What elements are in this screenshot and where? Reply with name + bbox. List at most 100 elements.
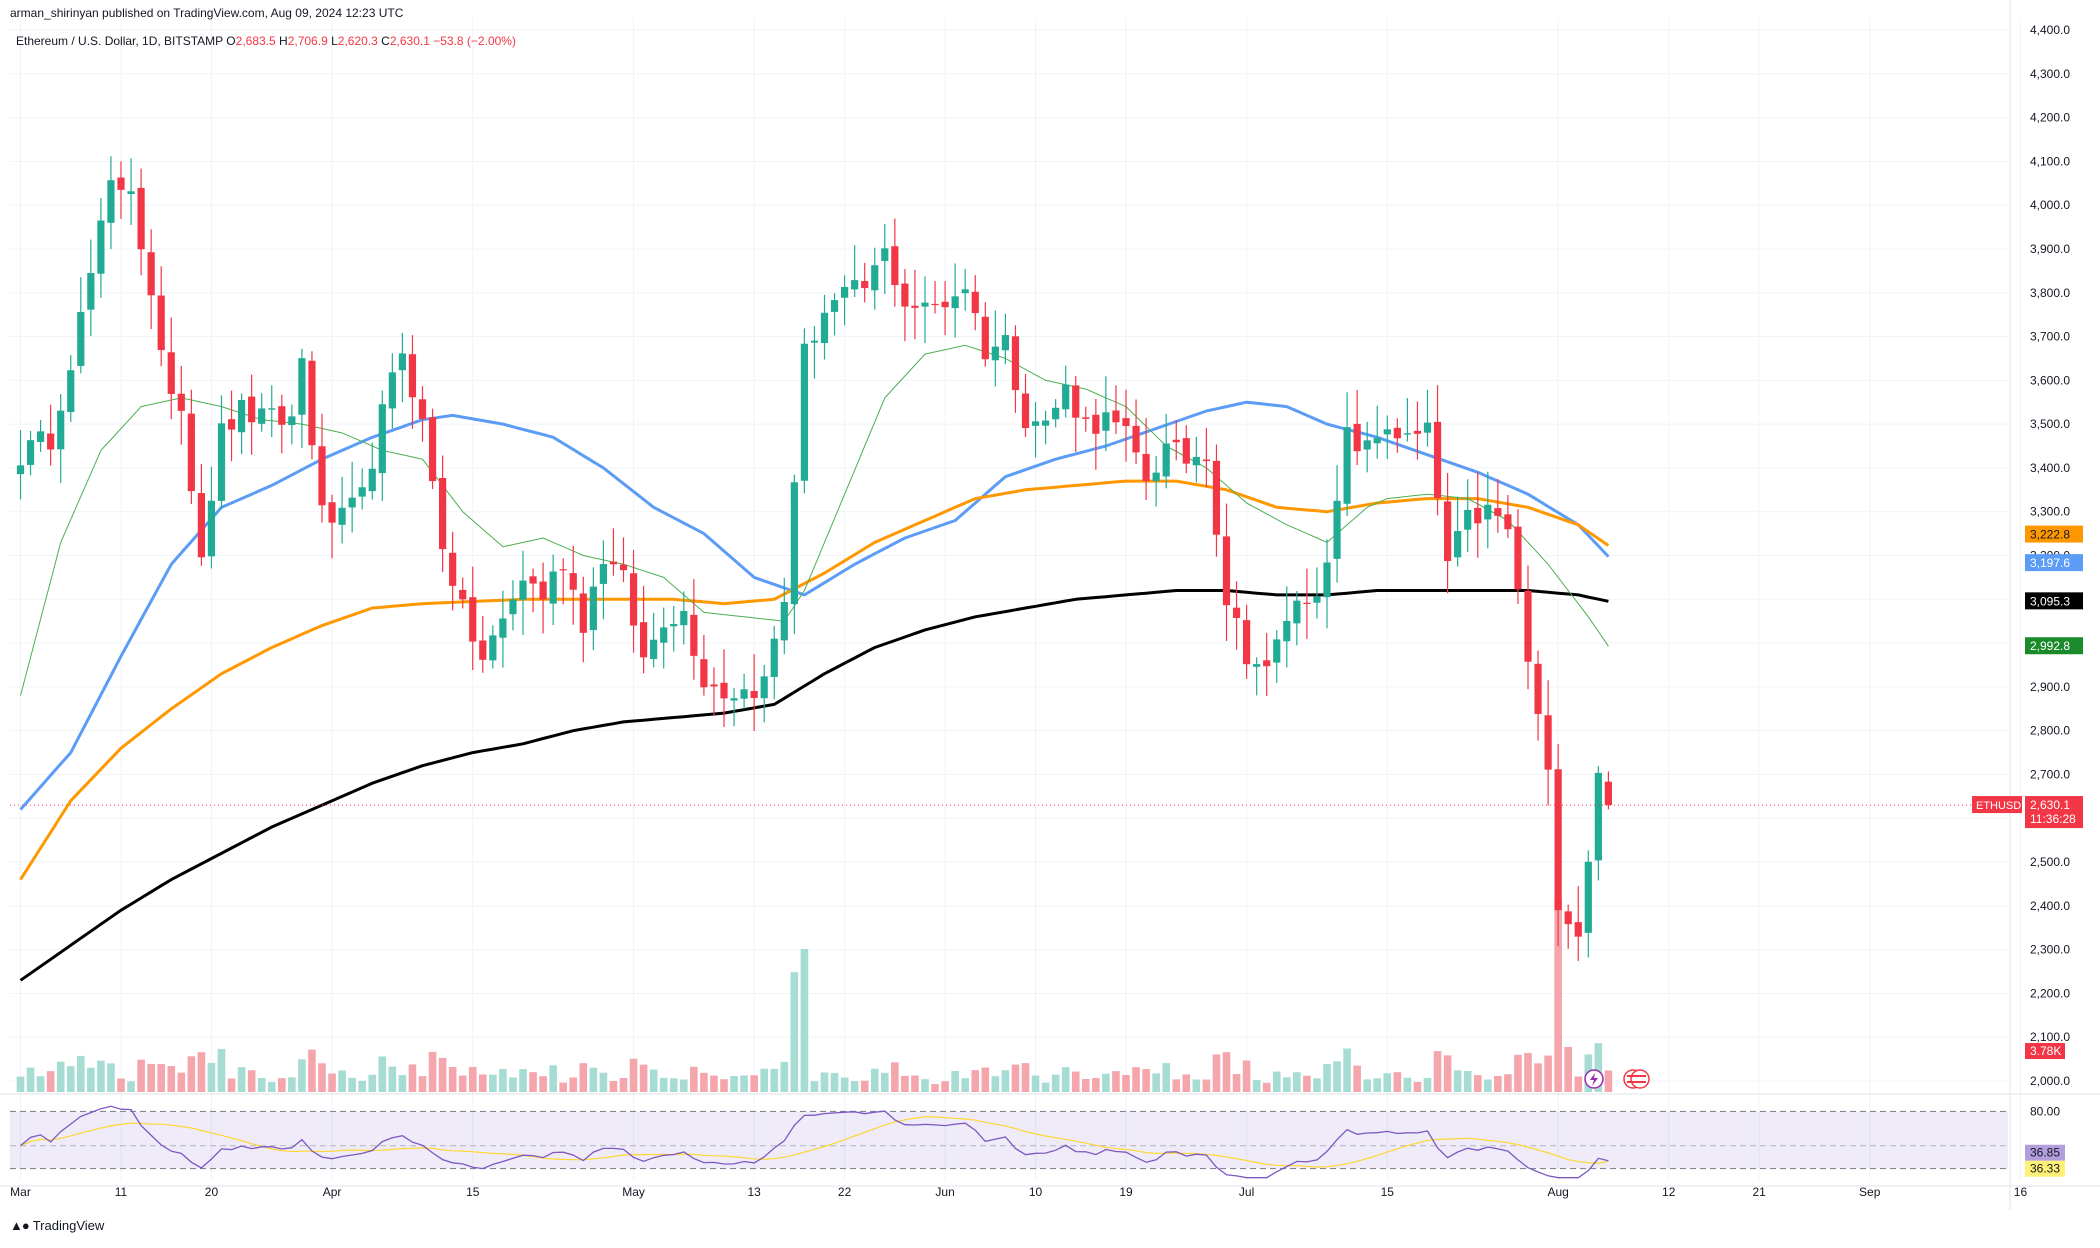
candle-body [650,639,658,659]
volume-bar [810,1081,819,1092]
price-tick-label: 3,900.0 [2030,242,2070,256]
candle-body [891,246,899,286]
candle-layer [16,156,1612,962]
candle-body [1031,421,1040,426]
volume-bar [1222,1052,1231,1092]
volume-tag [2025,1043,2065,1059]
volume-bar [971,1070,980,1092]
moving-average-line [19,589,1609,982]
candle-body [217,423,226,501]
candle-body [449,552,457,586]
price-tick-label: 2,900.0 [2030,680,2070,694]
volume-bar [308,1049,316,1092]
candle-body [288,416,296,426]
volume-bar [669,1078,678,1092]
candle-body [800,343,808,481]
volume-bar [579,1063,588,1092]
rsi-layer [10,1105,2008,1179]
candle-body [660,627,668,643]
candle-body [378,404,386,474]
symbol-title[interactable]: Ethereum / U.S. Dollar, 1D, BITSTAMP [16,34,223,48]
candle-body [57,410,65,450]
candle-body [1494,508,1502,516]
ma-value-tag [2025,554,2083,572]
volume-bar [1051,1074,1060,1092]
volume-bar [247,1070,256,1092]
volume-bar [1443,1055,1452,1092]
volume-bar [1232,1073,1241,1092]
candle-body [368,468,376,492]
volume-bar [1524,1052,1532,1092]
volume-bar [800,948,809,1092]
candle-body [1082,417,1090,419]
tradingview-footer[interactable]: ▲● TradingView [10,1218,104,1233]
time-tick-label: Mar [10,1185,31,1199]
volume-bar [1031,1075,1040,1092]
open-label: O [226,34,236,48]
candle-body [720,682,728,699]
candle-body [489,635,497,661]
candle-body [1333,500,1341,559]
candle-body [258,408,266,424]
volume-bar [167,1066,176,1092]
volume-bar [348,1077,356,1092]
candle-body [1413,430,1422,434]
price-tick-label: 2,300.0 [2030,943,2070,957]
price-tick-label: 2,200.0 [2030,986,2070,1000]
price-tick-label: 4,100.0 [2030,154,2070,168]
volume-bar [418,1076,427,1092]
candle-body [569,573,577,590]
candle-body [790,482,798,605]
candle-body [851,280,859,290]
candle-body [1474,507,1482,524]
volume-bar [1082,1078,1090,1092]
candle-body [710,684,718,687]
candle-body [87,273,95,310]
volume-bar [820,1072,829,1092]
volume-bar [1122,1074,1130,1092]
volume-bar [1504,1074,1512,1092]
candle-body [107,180,115,223]
candle-body [278,406,286,425]
candle-body [670,624,678,627]
candle-body [760,676,768,699]
volume-bar [1252,1079,1261,1092]
volume-bar [388,1066,397,1092]
candle-body [1353,423,1361,452]
candle-body [398,353,406,371]
volume-bar [328,1073,336,1092]
volume-bar [1554,900,1562,1092]
rsi-ma-label: 36.33 [2030,1162,2060,1176]
volume-bar [177,1072,186,1092]
candle-body [619,564,628,571]
ma-value-tag [2025,637,2083,655]
candle-body [1584,861,1592,933]
candle-body [137,187,145,250]
candle-body [961,289,969,294]
candle-body [549,571,557,604]
volume-bar [107,1063,115,1092]
candle-body [1373,438,1381,444]
volume-bar [1283,1077,1291,1092]
volume-bar [1182,1074,1191,1092]
price-tick-label: 2,400.0 [2030,899,2070,913]
candle-body [1273,639,1281,663]
candle-body [67,370,75,413]
volume-bar [1423,1077,1432,1092]
volume-bar [217,1048,226,1092]
candle-body [418,399,427,420]
symbol-legend[interactable]: Ethereum / U.S. Dollar, 1D, BITSTAMP O2,… [16,34,516,48]
time-tick-label: 21 [1752,1185,1766,1199]
candle-body [479,640,487,660]
candle-body [428,417,437,482]
candle-body [127,191,135,195]
candle-body [1132,425,1140,453]
price-tick-label: 2,800.0 [2030,724,2070,738]
volume-bar [1132,1067,1140,1092]
volume-bar [559,1082,567,1092]
candle-body [1313,596,1321,603]
candle-body [1594,772,1602,861]
volume-bar [1001,1070,1010,1092]
